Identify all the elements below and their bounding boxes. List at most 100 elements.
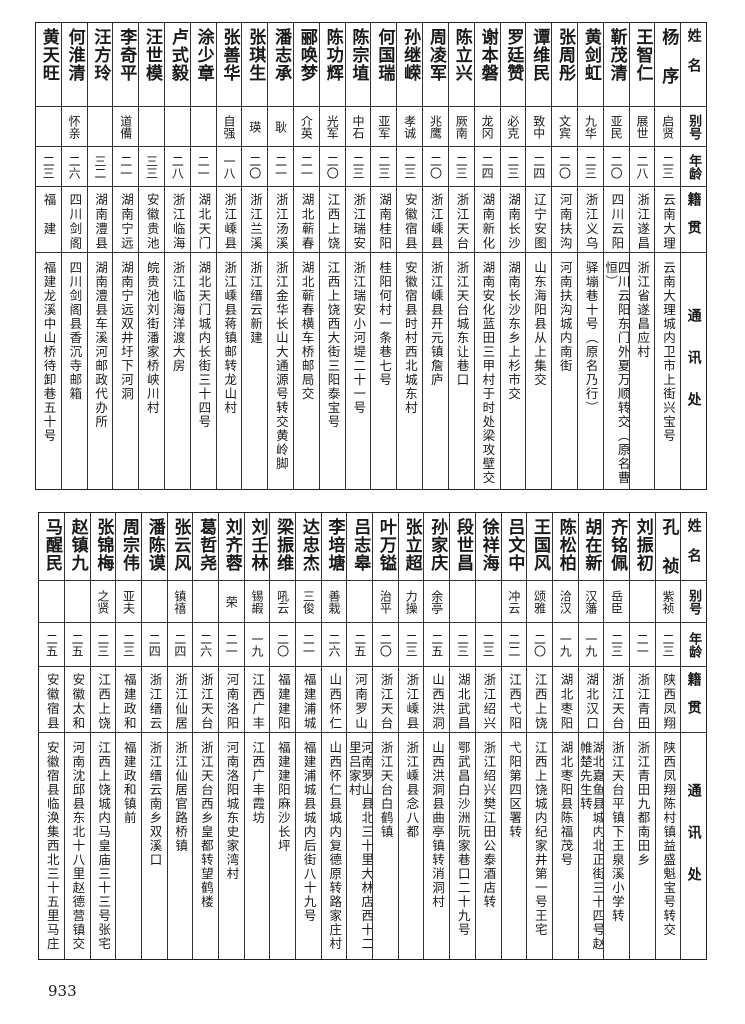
name-cell: 刘振初: [629, 513, 655, 581]
age-cell: 二一: [218, 623, 244, 667]
cell-text: 何国瑞: [374, 28, 395, 82]
cell-text: 李奇平: [116, 28, 137, 82]
cell-text: 启贤: [660, 114, 675, 139]
cell-text: 罗廷赞: [503, 28, 524, 82]
cell-text: 怀亲: [67, 114, 82, 139]
alias-cell: [190, 107, 216, 147]
age-cell: 一八: [216, 147, 242, 187]
cell-text: 四川剑阁县香沉寺邮箱: [67, 261, 83, 401]
origin-cell: 湖南桂阳: [371, 187, 397, 253]
header-age-cell: 年龄: [681, 147, 706, 187]
header-address-cell: 通讯处: [681, 253, 706, 489]
name-cell: 周凌军: [423, 23, 448, 107]
cell-text: 张周彤: [555, 28, 576, 82]
person-column: 谢本磐 龙冈 二四 湖南新化 湖南安化蓝田三甲村于时处梁攻壁交: [473, 23, 500, 489]
cell-text: 二一: [118, 154, 133, 179]
cell-text: 亚军: [376, 114, 391, 139]
address-cell: 安徽宿县时村西北城东村: [397, 253, 422, 489]
origin-cell: 浙江嵊县: [398, 667, 424, 733]
cell-text: 陕西凤翔陈村镇益盛魁宝号转交: [661, 741, 677, 937]
origin-cell: 浙江天台: [373, 667, 398, 733]
address-cell: 浙江天台平镇下王泉溪小学转: [604, 733, 629, 959]
cell-text: 江西上饶城内马皇庙三十三号张宅: [96, 741, 112, 951]
cell-text: 张善华: [219, 28, 240, 82]
name-cell: 谭维民: [526, 23, 552, 107]
cell-text: 一九: [583, 632, 598, 657]
cell-text: 二六: [67, 154, 82, 179]
cell-text: 展世: [634, 114, 649, 139]
cell-text: 浙江天台城东让巷口: [454, 261, 470, 387]
person-column: 王国风 颂雅 二〇 江西上饶 江西上饶城内纪家井第一号王宅: [526, 513, 552, 959]
alias-cell: [39, 581, 64, 623]
age-cell: 二三: [475, 623, 501, 667]
person-column: 王智仁 展世 二八 浙江遂昌 浙江省遂昌应村: [628, 23, 655, 489]
person-column: 葛哲尧 二六 浙江天台 浙江天台西乡皇都转望鹤楼: [192, 513, 218, 959]
cell-text: 二〇: [609, 154, 624, 179]
name-cell: 孙继嵘: [397, 23, 423, 107]
address-cell: 浙江仙居官路桥镇: [168, 733, 193, 959]
person-column: 达忠杰 三俊 二一 福建浦城 福建浦城县城内后街八十九号: [295, 513, 321, 959]
address-cell: 皖贵池刘街潘家桥峡川村: [139, 253, 164, 489]
cell-text: 河南沈邱县东北十八里赵德营镇交: [70, 741, 86, 951]
name-cell: 陈松柏: [552, 513, 578, 581]
person-column: 张周彤 文宾 二〇 河南扶沟 河南扶沟城内南街: [551, 23, 577, 489]
address-cell: 湖南澧县车溪河邮政代办所: [88, 253, 113, 489]
address-cell: 浙江嵊县开元镇詹庐: [423, 253, 448, 489]
cell-text: 二四: [172, 632, 187, 657]
origin-cell: 浙江嵊县: [423, 187, 448, 253]
origin-cell: 山西怀仁: [321, 667, 347, 733]
name-cell: 段世昌: [450, 513, 475, 581]
address-cell: 江西广丰霞坊: [245, 733, 270, 959]
cell-text: 浙江瑞安: [351, 193, 367, 251]
cell-text: 安徽贵池: [144, 193, 160, 251]
alias-cell: 之贤: [90, 581, 116, 623]
cell-text: 兆鹰: [428, 114, 443, 139]
alias-cell: [347, 581, 373, 623]
address-cell: 湖南宁远双井圩下河洞: [113, 253, 138, 489]
cell-text: 颂雅: [532, 589, 547, 614]
address-cell: 浙江嵊县念八都: [399, 733, 424, 959]
name-cell: 张立超: [398, 513, 424, 581]
cell-text: 二三: [351, 154, 366, 179]
address-cell: 浙江缙云新建: [242, 253, 267, 489]
cell-text: 谢本磐: [477, 28, 498, 82]
name-cell: 张云风: [167, 513, 193, 581]
cell-text: 二三: [41, 154, 56, 179]
header-label: 姓名: [685, 28, 702, 88]
cell-text: 湖南澧县: [93, 193, 109, 251]
alias-cell: 介英: [294, 107, 319, 147]
cell-text: 桂阳何村一条巷七号: [377, 261, 393, 387]
name-cell: 卢式毅: [164, 23, 190, 107]
origin-cell: 福 建: [35, 187, 61, 253]
alias-cell: 汉藩: [578, 581, 604, 623]
age-cell: 二五: [347, 623, 373, 667]
alias-cell: 镇禧: [167, 581, 193, 623]
cell-text: 卢式毅: [167, 28, 188, 82]
age-cell: 二三: [655, 623, 681, 667]
name-cell: 吕志皋: [347, 513, 373, 581]
cell-text: 潘陈谟: [144, 518, 165, 572]
person-column: 刘齐蓉荣二一 河南洛阳 河南洛阳城东史家湾村: [217, 513, 244, 959]
person-column: 孙继嵘 孝诚 二三 安徽宿县 安徽宿县时村西北城东村: [396, 23, 423, 489]
origin-cell: 浙江天台: [193, 667, 218, 733]
cell-text: 周宗伟: [119, 518, 140, 572]
age-cell: 二一: [629, 623, 655, 667]
origin-cell: 河南罗山: [347, 667, 373, 733]
cell-text: 浙江嵊县念八都: [404, 741, 420, 839]
cell-text: 山西洪洞县曲亭镇转消洞村: [430, 741, 446, 909]
name-cell: 罗廷赞: [500, 23, 526, 107]
name-cell: 黄天旺: [35, 23, 61, 107]
name-cell: 徐祥海: [475, 513, 501, 581]
header-label: 籍贯: [685, 191, 702, 248]
cell-text: 湖南新化: [480, 193, 496, 251]
cell-text: 光军: [325, 114, 340, 139]
address-cell: 浙江金华长山大通源号转交黄岭脚: [268, 253, 293, 489]
age-cell: 二三: [397, 147, 423, 187]
cell-text: 福建浦城县城内后街八十九号: [301, 741, 317, 923]
age-cell: 二一: [190, 147, 216, 187]
person-column: 张锦梅 之贤 二三 江西上饶 江西上饶城内马皇庙三十三号张宅: [89, 513, 116, 959]
origin-cell: 安徽宿县: [39, 667, 64, 733]
age-cell: 二三: [90, 623, 116, 667]
name-cell: 潘志承: [268, 23, 293, 107]
cell-text: 安徽宿县时村西北城东村: [402, 261, 418, 415]
